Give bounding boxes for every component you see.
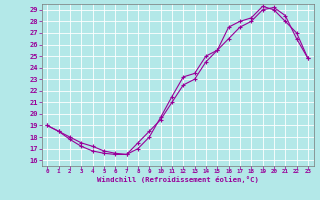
X-axis label: Windchill (Refroidissement éolien,°C): Windchill (Refroidissement éolien,°C) [97, 176, 259, 183]
